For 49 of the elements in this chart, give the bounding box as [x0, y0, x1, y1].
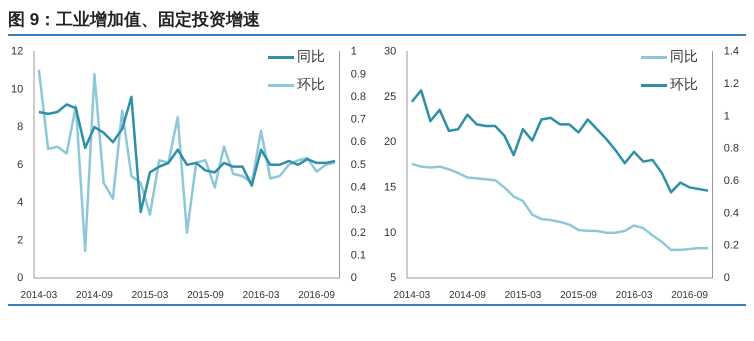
y2-tick-label: 1.4 [724, 46, 740, 58]
chart-title: 图 9：工业增加值、固定投资增速 [8, 8, 746, 36]
y-tick-label: 12 [10, 46, 24, 58]
y-tick-label: 25 [384, 90, 396, 103]
y2-tick-label: 0.8 [724, 142, 740, 155]
y-tick-label: 0 [17, 272, 24, 284]
x-tick-label: 2014-09 [449, 290, 486, 301]
y2-tick-label: 0.9 [350, 68, 366, 80]
y2-tick-label: 0.4 [350, 181, 366, 194]
y-tick-label: 2 [17, 234, 24, 246]
y2-tick-label: 0 [350, 272, 357, 284]
x-tick-label: 2016-03 [616, 290, 653, 301]
y-tick-label: 5 [390, 272, 396, 284]
y2-tick-label: 0.3 [350, 204, 366, 216]
x-tick-label: 2016-03 [242, 290, 280, 301]
y-tick-label: 10 [384, 226, 396, 239]
y2-tick-label: 0.1 [350, 249, 366, 262]
y2-tick-label: 0 [724, 272, 730, 284]
x-tick-label: 2015-09 [560, 290, 598, 301]
y-tick-label: 4 [17, 196, 24, 209]
y2-tick-label: 0.2 [350, 226, 366, 239]
y2-tick-label: 1 [350, 46, 357, 58]
x-tick-label: 2015-03 [504, 290, 542, 301]
legend-label: 同比 [297, 48, 325, 66]
y-tick-label: 15 [384, 181, 396, 194]
x-tick-label: 2015-03 [132, 290, 169, 301]
y-tick-label: 30 [384, 46, 396, 58]
x-tick-label: 2014-03 [394, 290, 431, 301]
y2-tick-label: 0.4 [724, 207, 740, 220]
y-tick-label: 10 [10, 83, 24, 96]
y2-tick-label: 1 [724, 110, 730, 122]
x-tick-label: 2015-09 [187, 290, 224, 301]
y2-tick-label: 0.8 [350, 90, 366, 103]
x-tick-label: 2016-09 [298, 290, 336, 301]
y-tick-label: 8 [17, 121, 24, 134]
y2-tick-label: 1.2 [724, 78, 740, 90]
x-tick-label: 2014-09 [76, 290, 114, 301]
y2-tick-label: 0.5 [350, 158, 366, 171]
y2-tick-label: 0.6 [724, 175, 740, 188]
x-tick-label: 2014-03 [20, 290, 58, 301]
y-tick-label: 20 [384, 136, 396, 148]
y2-tick-label: 0.2 [724, 240, 740, 252]
x-tick-label: 2016-09 [671, 290, 708, 301]
legend-label: 同比 [670, 48, 698, 66]
y2-tick-label: 0.6 [350, 136, 366, 148]
legend-label: 环比 [670, 76, 698, 94]
y2-tick-label: 0.7 [350, 114, 366, 126]
y-tick-label: 6 [17, 158, 24, 171]
legend-label: 环比 [297, 76, 325, 94]
